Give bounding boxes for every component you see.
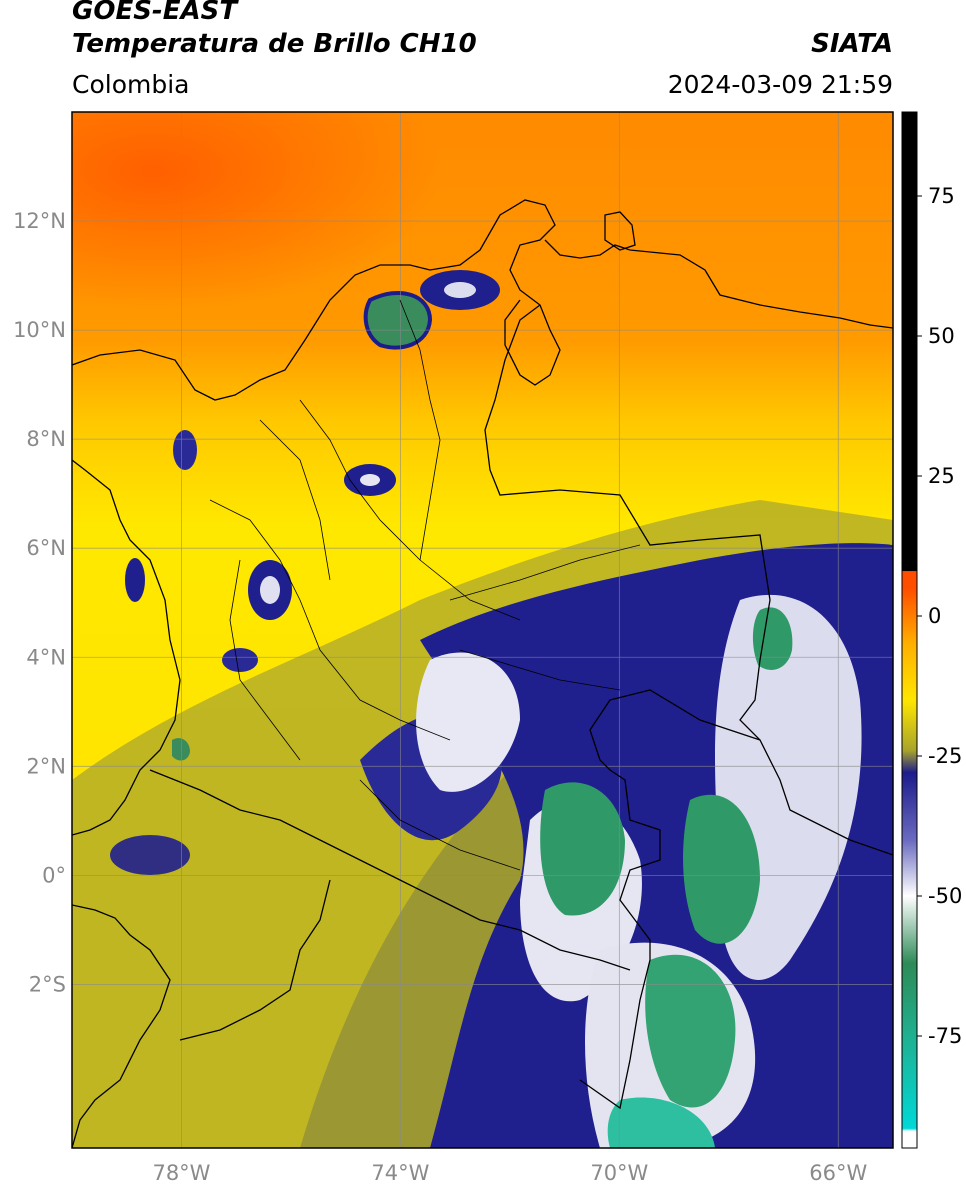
paraguana-peninsula (604, 211, 636, 251)
lat-tick-label: 6°N (26, 536, 66, 560)
colorbar-tick-label: 0 (928, 604, 941, 628)
colorbar: 75 50 25 0 -25 -50 -75 (901, 111, 962, 1149)
lon-tick-label: 78°W (152, 1161, 210, 1185)
lat-tick-label: 12°N (13, 209, 66, 233)
lat-tick-label: 0° (42, 863, 66, 887)
colorbar-black-segment (902, 112, 917, 572)
longitude-labels: 78°W 74°W 70°W 66°W (152, 1161, 867, 1185)
coastlines-and-borders (72, 199, 893, 1148)
pacific-coastline (72, 459, 181, 836)
colorbar-tick-label: 75 (928, 184, 955, 208)
lat-tick-label: 8°N (26, 427, 66, 451)
colorbar-frame (901, 111, 918, 1149)
colombia-venezuela-border (484, 304, 893, 856)
colombia-ecuador-peru-border (149, 769, 631, 971)
colorbar-tick-label: -50 (928, 884, 962, 908)
region-label: Colombia (72, 70, 190, 99)
colorbar-tick-label: 25 (928, 464, 955, 488)
colorbar-tick-label: 50 (928, 324, 955, 348)
colombia-brazil-border (579, 689, 761, 1110)
venezuela-coastline (544, 239, 893, 329)
colorbar-gradient (902, 571, 917, 1148)
lon-tick-label: 74°W (371, 1161, 429, 1185)
internal-dept-borders (209, 299, 641, 871)
lon-tick-label: 66°W (809, 1161, 867, 1185)
organization-label: SIATA (811, 29, 893, 59)
lat-tick-label: 10°N (13, 318, 66, 342)
product-title: Temperatura de Brillo CH10 (72, 29, 477, 59)
caribbean-coastline (72, 199, 561, 401)
peru-ecuador-border (179, 879, 331, 1041)
colorbar-tick-label: -25 (928, 744, 962, 768)
lat-tick-label: 4°N (26, 645, 66, 669)
timestamp-label: 2024-03-09 21:59 (667, 70, 893, 99)
satellite-title: GOES-EAST (72, 0, 238, 26)
lat-tick-label: 2°N (26, 754, 66, 778)
lon-tick-label: 70°W (590, 1161, 648, 1185)
colorbar-tick-label: -75 (928, 1024, 962, 1048)
ecuador-coastline (72, 904, 171, 1148)
brightness-temperature-field (72, 112, 893, 1148)
latitude-labels: 12°N 10°N 8°N 6°N 4°N 2°N 0° 2°S (13, 209, 66, 996)
lat-tick-label: 2°S (29, 972, 66, 996)
map-frame (71, 111, 894, 1149)
map-gridlines (72, 112, 893, 1148)
